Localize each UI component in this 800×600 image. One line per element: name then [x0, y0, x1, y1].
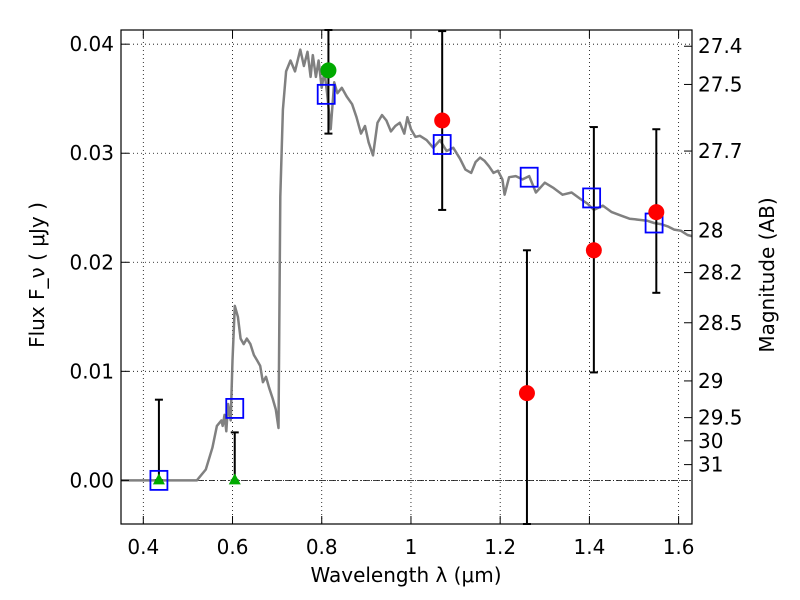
green-upper-limit-triangle — [228, 473, 241, 485]
magnitude-tick-label: 30 — [698, 429, 723, 453]
magnitude-tick-label: 29.5 — [698, 406, 743, 430]
model-flux-square — [225, 398, 245, 419]
y-tick-label: 0.00 — [69, 468, 114, 492]
red-data-point — [518, 385, 535, 402]
red-data-point — [585, 242, 602, 259]
magnitude-tick-label: 29 — [698, 369, 723, 393]
model-spectrum — [121, 48, 693, 482]
tick-marks — [121, 30, 692, 524]
magnitude-tick-label: 27.7 — [698, 139, 743, 163]
data-markers — [149, 62, 665, 491]
model-flux-square — [432, 134, 452, 155]
magnitude-tick-label: 28.5 — [698, 311, 743, 335]
magnitude-tick-label: 31 — [698, 453, 723, 477]
red-data-point — [648, 204, 665, 221]
y-tick-label: 0.02 — [69, 250, 114, 274]
green-data-point — [320, 62, 337, 79]
model-spectrum-line — [121, 48, 693, 482]
magnitude-tick-label: 28 — [698, 219, 723, 243]
magnitude-tick-label: 28.2 — [698, 261, 743, 285]
y-tick-label: 0.01 — [69, 359, 114, 383]
red-data-point — [434, 112, 451, 129]
y-tick-labels: 0.00 0.01 0.02 0.03 0.04 — [69, 32, 114, 492]
x-tick-label: 0.6 — [217, 535, 249, 559]
magnitude-tick-label: 27.5 — [698, 72, 743, 96]
x-tick-labels: 0.4 0.6 0.8 1 1.2 1.4 1.6 — [127, 535, 694, 559]
y-axis-label: Flux F_ν ( μJy ) — [25, 202, 49, 348]
error-bars — [154, 29, 661, 525]
x-tick-label: 0.4 — [127, 535, 159, 559]
magnitude-axis-label: Magnitude (AB) — [755, 197, 779, 352]
x-tick-label: 0.8 — [306, 535, 338, 559]
x-axis-label: Wavelength λ (μm) — [310, 563, 501, 587]
x-tick-label: 1.4 — [573, 535, 605, 559]
plot-frame — [120, 29, 693, 525]
model-flux-square — [149, 469, 169, 491]
y-tick-label: 0.04 — [69, 32, 114, 56]
model-flux-square — [316, 83, 336, 105]
grid — [121, 30, 692, 524]
y-tick-label: 0.03 — [69, 141, 114, 165]
model-flux-square — [519, 166, 539, 188]
magnitude-tick-label: 27.4 — [698, 34, 743, 58]
x-tick-label: 1.2 — [484, 535, 516, 559]
x-tick-label: 1 — [405, 535, 418, 559]
x-tick-label: 1.6 — [663, 535, 695, 559]
green-upper-limit-triangle — [152, 473, 165, 485]
model-flux-square — [582, 187, 602, 209]
